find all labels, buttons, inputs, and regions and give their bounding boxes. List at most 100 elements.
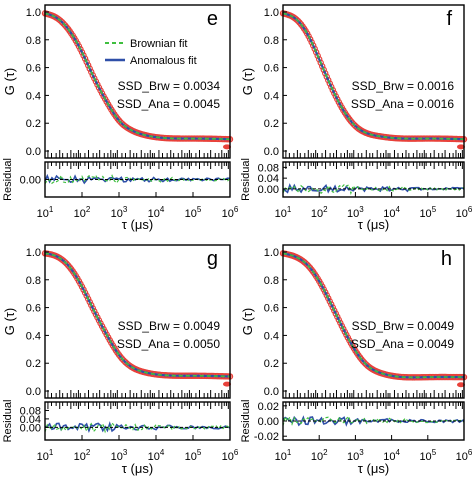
legend-label: Anomalous fit	[130, 55, 197, 67]
y-tick-label: 1.0	[26, 7, 41, 19]
ssd-annotation: SSD_Ana = 0.0016	[351, 97, 454, 111]
data-point	[328, 301, 335, 308]
data-point	[80, 52, 87, 59]
residual-tick-label: 0.00	[20, 175, 41, 187]
anomalous-fit-line	[44, 12, 231, 141]
x-tick-label: 101	[37, 205, 54, 220]
x-tick-label: 104	[383, 448, 400, 463]
data-point	[323, 292, 330, 299]
panel-h: 1.0 0.8 0.6 0.4 0.2 0.0 G (τ) h SSD_Brw = 0.0049…	[240, 244, 473, 476]
data-point	[81, 55, 89, 62]
main-plot-frame	[44, 4, 231, 159]
panel-letter: f	[446, 8, 452, 30]
x-tick-label: 104	[148, 448, 165, 463]
data-point	[329, 304, 336, 311]
legend-label: Brownian fit	[130, 38, 187, 50]
data-point	[308, 39, 315, 46]
data-point	[83, 292, 90, 299]
x-tick-label: 105	[419, 205, 436, 220]
x-tick-label: 106	[222, 448, 239, 463]
y-tick-label: 0.2	[264, 358, 279, 370]
y-tick-label: 0.2	[264, 118, 279, 130]
data-point	[88, 301, 95, 309]
ssd-annotation: SSD_Ana = 0.0049	[351, 337, 454, 351]
residual-brownian-line	[44, 421, 231, 434]
y-tick-label: 0.4	[264, 330, 279, 342]
y-tick-label: 0.4	[26, 330, 41, 342]
brownian-fit-line	[44, 12, 231, 141]
residual-tick-label: -0.02	[254, 431, 279, 443]
residual-tick-label: 0.00	[20, 422, 41, 434]
ssd-annotation: SSD_Ana = 0.0045	[117, 97, 220, 111]
y-tick-label: 1.0	[264, 7, 279, 19]
anomalous-fit-line	[282, 12, 465, 141]
x-tick-label: 102	[74, 448, 91, 463]
x-tick-label: 104	[148, 205, 165, 220]
panel-letter: e	[207, 8, 218, 30]
residual-brownian-line	[282, 415, 465, 426]
data-point	[331, 307, 338, 314]
x-tick-label: 105	[185, 448, 202, 463]
tail-marker	[223, 144, 231, 150]
data-point	[337, 319, 344, 327]
x-tick-label: 102	[74, 205, 91, 220]
y-axis-label: G (τ)	[2, 308, 17, 336]
residual-y-label: Residual	[2, 158, 14, 201]
y-tick-label: 1.0	[26, 247, 41, 259]
x-tick-label: 103	[347, 448, 364, 463]
residual-plot-frame	[282, 161, 465, 198]
y-tick-label: 0.6	[26, 303, 41, 315]
x-tick-label: 104	[383, 205, 400, 220]
y-tick-label: 0.8	[26, 35, 41, 47]
y-tick-label: 1.0	[264, 247, 279, 259]
residual-tick-label: 0.04	[20, 414, 41, 426]
x-tick-label: 106	[456, 205, 473, 220]
x-tick-label: 102	[311, 448, 328, 463]
x-axis-label: τ (μs)	[358, 461, 389, 476]
panel-letter: h	[441, 248, 452, 270]
x-tick-label: 103	[347, 205, 364, 220]
residual-tick-label: 0.02	[258, 401, 279, 413]
y-tick-label: 0.2	[26, 118, 41, 130]
ssd-annotation: SSD_Ana = 0.0050	[117, 337, 220, 351]
residual-tick-label: 0.04	[258, 173, 279, 185]
residual-tick-label: 0.08	[258, 162, 279, 174]
y-axis-label: G (τ)	[240, 308, 255, 336]
y-tick-label: 0.0	[26, 386, 41, 398]
x-tick-label: 101	[275, 205, 292, 220]
residual-anomalous-line	[44, 173, 231, 185]
y-tick-label: 0.4	[26, 90, 41, 102]
tail-marker	[457, 144, 465, 150]
y-axis-label: G (τ)	[240, 68, 255, 96]
y-tick-label: 0.0	[264, 146, 279, 158]
tail-marker	[457, 382, 465, 388]
data-point	[91, 308, 98, 315]
data-point	[89, 72, 96, 79]
panel-g: 1.0 0.8 0.6 0.4 0.2 0.0 G (τ) g SSD_Brw = 0.0049…	[2, 244, 239, 476]
residual-tick-label: 0.00	[258, 184, 279, 196]
residual-plot-frame	[44, 401, 231, 441]
x-tick-label: 102	[311, 205, 328, 220]
x-tick-label: 103	[111, 448, 128, 463]
panel-f: 1.0 0.8 0.6 0.4 0.2 0.0 G (τ) f SSD_Brw = 0.0016…	[240, 4, 473, 232]
data-point	[326, 298, 333, 305]
y-tick-label: 0.8	[264, 275, 279, 287]
y-axis-label: G (τ)	[2, 68, 17, 96]
data-point	[81, 289, 89, 296]
anomalous-fit-line	[44, 252, 231, 378]
data-point	[331, 90, 338, 97]
x-tick-label: 106	[456, 448, 473, 463]
data-point	[89, 305, 96, 312]
data-point	[63, 260, 70, 267]
residual-y-label: Residual	[240, 158, 252, 201]
y-tick-label: 0.6	[264, 63, 279, 75]
main-plot-frame	[282, 244, 465, 399]
residual-tick-label: 0.00	[258, 416, 279, 428]
ssd-annotation: SSD_Brw = 0.0049	[118, 319, 221, 333]
data-point	[335, 316, 343, 324]
x-axis-label: τ (μs)	[122, 217, 153, 232]
y-tick-label: 0.0	[264, 386, 279, 398]
residual-y-label: Residual	[2, 400, 14, 443]
x-tick-label: 101	[275, 448, 292, 463]
y-tick-label: 0.6	[264, 303, 279, 315]
